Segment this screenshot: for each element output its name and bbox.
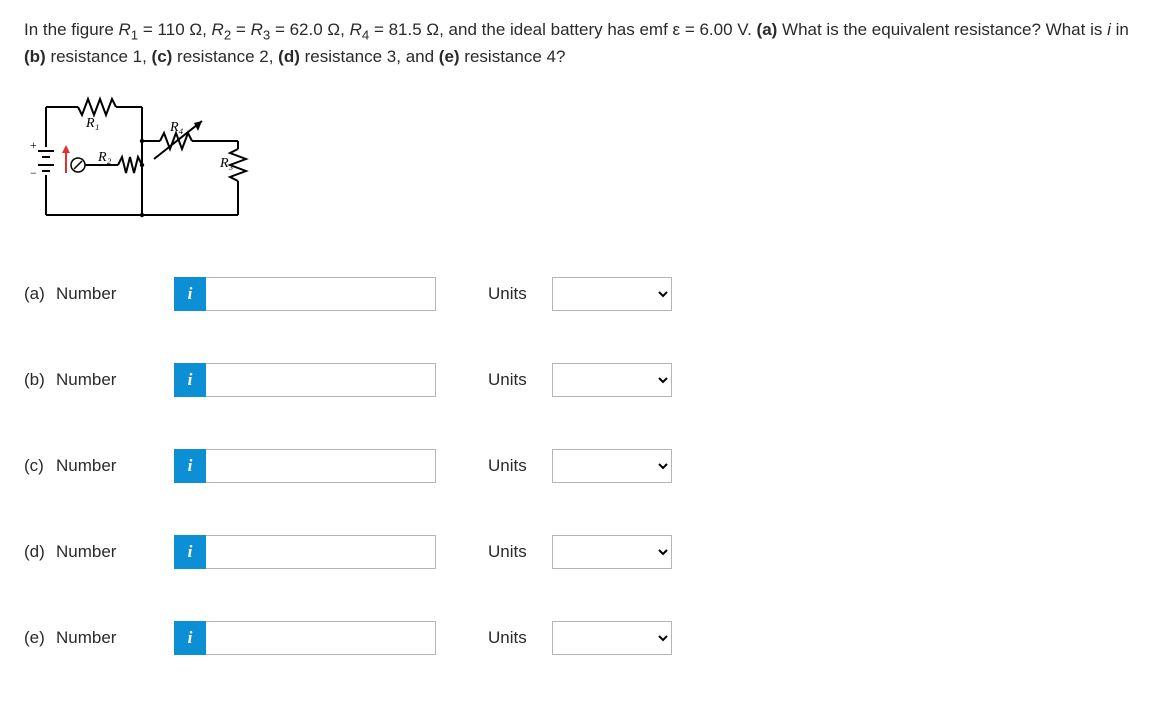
number-input-c[interactable] [206,449,436,483]
q-eq1: = 110 Ω, [138,20,211,39]
q-eq2: = [231,20,250,39]
number-label: Number [56,284,116,303]
circuit-svg: + − [24,87,250,232]
number-input-a[interactable] [206,277,436,311]
number-label: Number [56,370,116,389]
units-label-d: Units [488,542,548,562]
q-r1: R [119,20,131,39]
part-letter: (d) [24,542,56,562]
units-select-e[interactable] [552,621,672,655]
answer-row-a: (a)NumberiUnits [24,277,1151,311]
q-eq4: = 81.5 Ω, and the ideal battery has emf … [369,20,756,39]
part-letter: (a) [24,284,56,304]
label-r2: R₂ [97,150,112,165]
q-part-e: (e) [439,47,460,66]
q-d-after: resistance 3, and [300,47,439,66]
q-a-after: What is the equivalent resistance? What … [777,20,1107,39]
answer-row-e: (e)NumberiUnits [24,621,1151,655]
q-r3: R [251,20,263,39]
part-label-c: (c)Number [24,456,174,476]
q-eq3: = 62.0 Ω, [270,20,349,39]
q-e-after: resistance 4? [460,47,566,66]
label-r4: R₄ [169,120,184,135]
question-text: In the figure R1 = 110 Ω, R2 = R3 = 62.0… [24,18,1151,69]
q-c-after: resistance 2, [172,47,278,66]
answer-row-b: (b)NumberiUnits [24,363,1151,397]
part-label-e: (e)Number [24,628,174,648]
info-button-e[interactable]: i [174,621,206,655]
answer-row-d: (d)NumberiUnits [24,535,1151,569]
info-button-a[interactable]: i [174,277,206,311]
number-label: Number [56,628,116,647]
q-part-d: (d) [278,47,300,66]
units-select-d[interactable] [552,535,672,569]
units-select-c[interactable] [552,449,672,483]
units-select-a[interactable] [552,277,672,311]
q-r2: R [212,20,224,39]
q-prefix: In the figure [24,20,119,39]
part-letter: (c) [24,456,56,476]
battery-minus: − [30,166,37,180]
info-button-c[interactable]: i [174,449,206,483]
battery-plus: + [30,138,37,152]
units-select-b[interactable] [552,363,672,397]
number-input-b[interactable] [206,363,436,397]
part-label-d: (d)Number [24,542,174,562]
part-label-a: (a)Number [24,284,174,304]
number-input-e[interactable] [206,621,436,655]
units-label-c: Units [488,456,548,476]
number-label: Number [56,542,116,561]
q-b-after: resistance 1, [46,47,152,66]
info-button-d[interactable]: i [174,535,206,569]
q-part-a: (a) [757,20,778,39]
part-letter: (e) [24,628,56,648]
units-label-a: Units [488,284,548,304]
q-part-b: (b) [24,47,46,66]
q-part-c: (c) [152,47,173,66]
label-r3: R₃ [219,156,234,171]
q-r4: R [350,20,362,39]
number-label: Number [56,456,116,475]
part-label-b: (b)Number [24,370,174,390]
label-r1: R₁ [85,116,99,131]
units-label-e: Units [488,628,548,648]
info-button-b[interactable]: i [174,363,206,397]
q-i-after: in [1111,20,1129,39]
units-label-b: Units [488,370,548,390]
circuit-figure: + − [24,87,1151,237]
number-input-d[interactable] [206,535,436,569]
answer-row-c: (c)NumberiUnits [24,449,1151,483]
part-letter: (b) [24,370,56,390]
